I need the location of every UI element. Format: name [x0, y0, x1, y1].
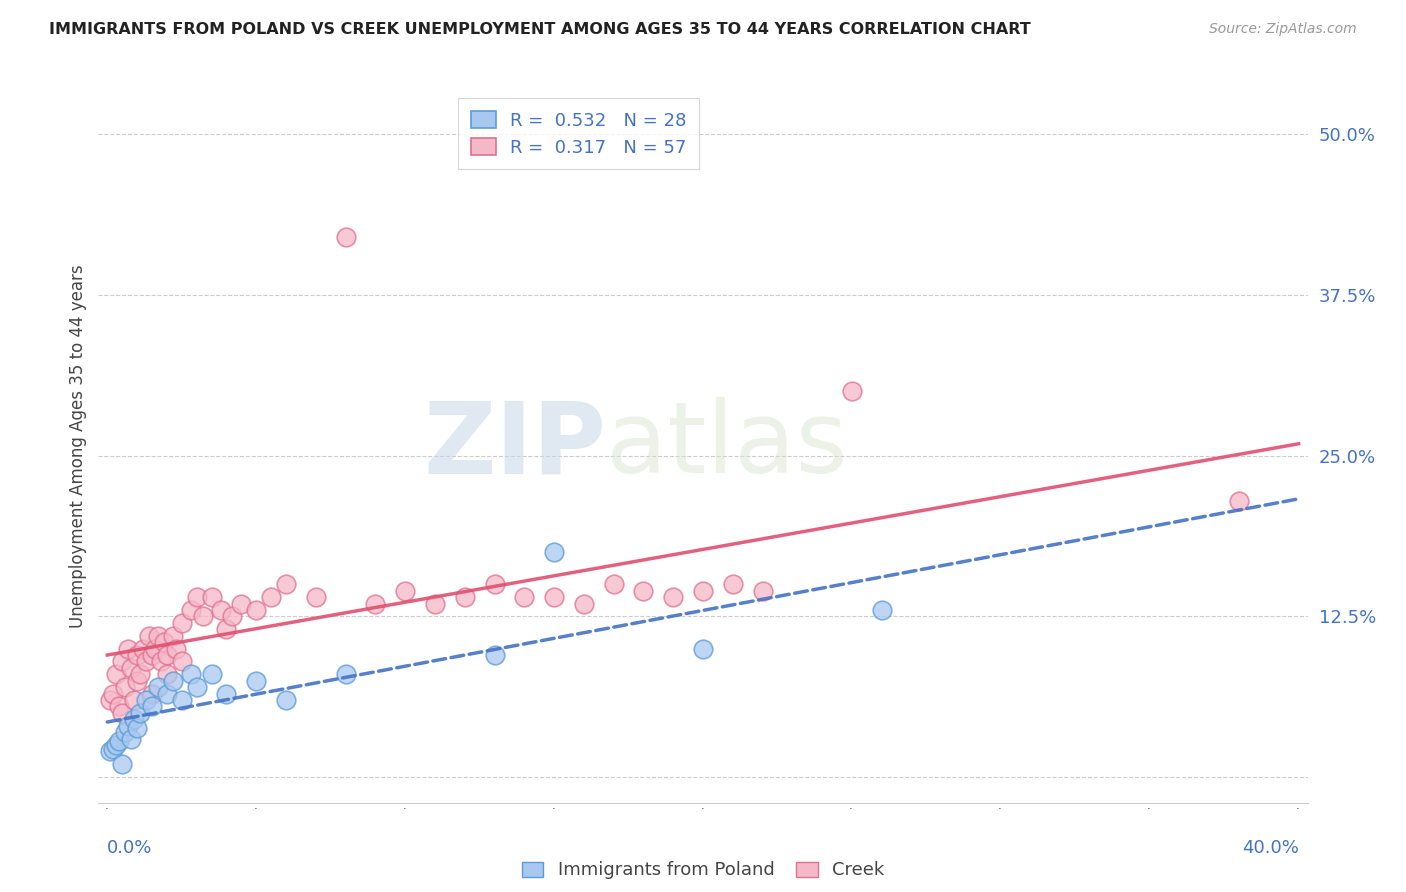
Point — [111, 757, 134, 772]
Point — [841, 384, 863, 399]
Point — [105, 738, 128, 752]
Point — [170, 693, 193, 707]
Point — [721, 577, 744, 591]
Point — [127, 673, 149, 688]
Point — [245, 673, 267, 688]
Point — [215, 686, 238, 700]
Point — [141, 699, 163, 714]
Point — [141, 648, 163, 662]
Point — [129, 667, 152, 681]
Point — [127, 721, 149, 735]
Point — [135, 693, 157, 707]
Point — [513, 590, 536, 604]
Text: 40.0%: 40.0% — [1241, 838, 1299, 857]
Point — [132, 641, 155, 656]
Point — [114, 680, 136, 694]
Point — [98, 744, 121, 758]
Point — [335, 667, 357, 681]
Point — [484, 577, 506, 591]
Point — [423, 597, 446, 611]
Point — [751, 583, 773, 598]
Point — [156, 667, 179, 681]
Point — [120, 731, 142, 746]
Point — [870, 603, 893, 617]
Point — [209, 603, 232, 617]
Point — [162, 629, 184, 643]
Point — [120, 661, 142, 675]
Text: Source: ZipAtlas.com: Source: ZipAtlas.com — [1209, 22, 1357, 37]
Point — [454, 590, 477, 604]
Point — [153, 635, 176, 649]
Point — [260, 590, 283, 604]
Point — [105, 667, 128, 681]
Point — [170, 654, 193, 668]
Point — [165, 641, 187, 656]
Point — [141, 686, 163, 700]
Point — [111, 654, 134, 668]
Point — [111, 706, 134, 720]
Point — [1227, 493, 1250, 508]
Point — [114, 725, 136, 739]
Point — [156, 686, 179, 700]
Point — [186, 590, 208, 604]
Point — [245, 603, 267, 617]
Point — [305, 590, 328, 604]
Point — [146, 629, 169, 643]
Point — [633, 583, 655, 598]
Point — [146, 680, 169, 694]
Point — [221, 609, 243, 624]
Point — [180, 667, 202, 681]
Point — [364, 597, 387, 611]
Point — [200, 667, 222, 681]
Point — [215, 622, 238, 636]
Point — [129, 706, 152, 720]
Point — [231, 597, 253, 611]
Legend: Immigrants from Poland, Creek: Immigrants from Poland, Creek — [515, 855, 891, 887]
Point — [692, 583, 714, 598]
Y-axis label: Unemployment Among Ages 35 to 44 years: Unemployment Among Ages 35 to 44 years — [69, 264, 87, 628]
Text: atlas: atlas — [606, 398, 848, 494]
Point — [135, 654, 157, 668]
Point — [138, 629, 160, 643]
Point — [394, 583, 416, 598]
Point — [149, 654, 172, 668]
Point — [117, 719, 139, 733]
Point — [143, 641, 166, 656]
Point — [602, 577, 624, 591]
Point — [122, 693, 145, 707]
Point — [162, 673, 184, 688]
Point — [692, 641, 714, 656]
Point — [170, 615, 193, 630]
Point — [108, 699, 131, 714]
Point — [122, 712, 145, 726]
Point — [98, 693, 121, 707]
Point — [180, 603, 202, 617]
Point — [335, 230, 357, 244]
Point — [191, 609, 214, 624]
Text: 0.0%: 0.0% — [107, 838, 153, 857]
Point — [200, 590, 222, 604]
Point — [103, 686, 125, 700]
Point — [156, 648, 179, 662]
Text: ZIP: ZIP — [423, 398, 606, 494]
Point — [572, 597, 595, 611]
Point — [274, 577, 297, 591]
Point — [103, 741, 125, 756]
Point — [108, 734, 131, 748]
Point — [117, 641, 139, 656]
Point — [274, 693, 297, 707]
Text: IMMIGRANTS FROM POLAND VS CREEK UNEMPLOYMENT AMONG AGES 35 TO 44 YEARS CORRELATI: IMMIGRANTS FROM POLAND VS CREEK UNEMPLOY… — [49, 22, 1031, 37]
Point — [662, 590, 685, 604]
Point — [186, 680, 208, 694]
Point — [543, 545, 565, 559]
Point — [484, 648, 506, 662]
Point — [543, 590, 565, 604]
Point — [127, 648, 149, 662]
